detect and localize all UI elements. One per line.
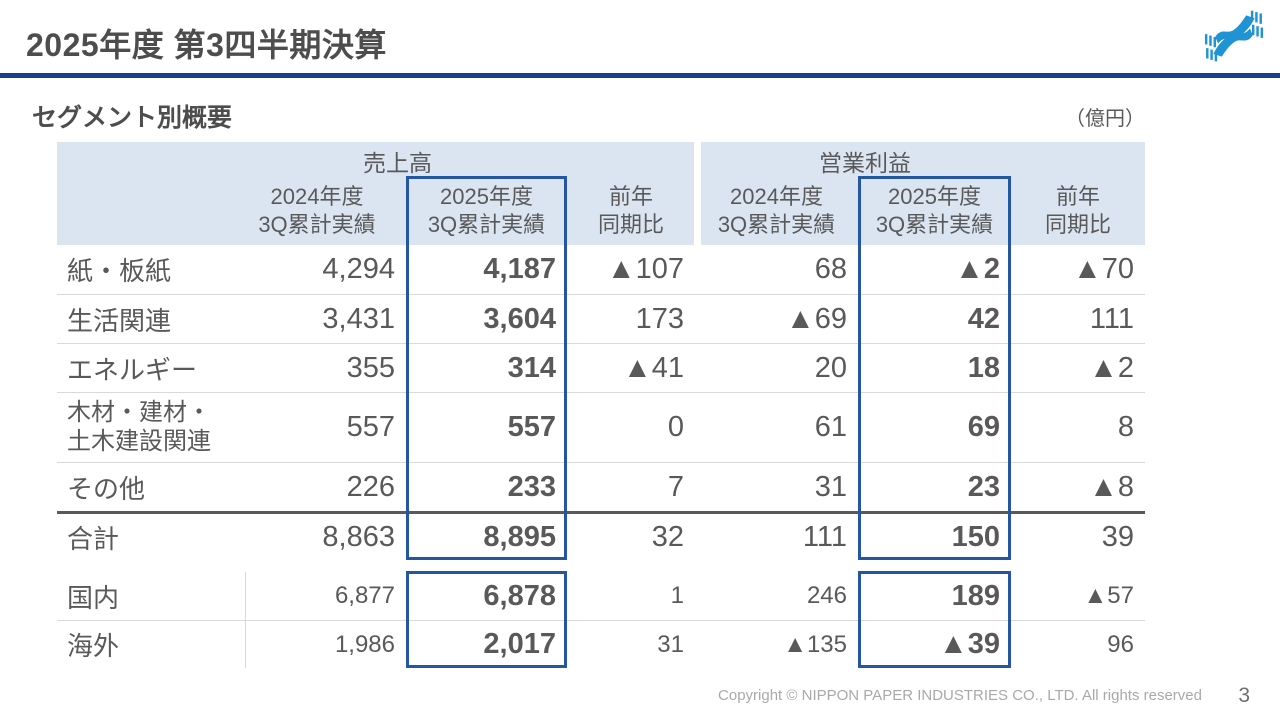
header-band-op [701,142,1145,245]
cell-op-2024: 61 [814,411,847,443]
cell-op-2025: 150 [951,520,1000,553]
cell-sales-yoy: 0 [667,411,684,443]
col-header-line: 2024年度 [270,183,364,209]
col-header-line: 3Q累計実績 [875,211,994,237]
cell-sales-2024: 4,294 [322,253,395,285]
table-row-total: 合計 8,863 8,895 32 111 150 39 [57,511,1145,560]
row-label: 紙・板紙 [67,256,172,286]
cell-op-2024: ▲69 [786,302,847,335]
row-label: 木材・建材・ 土木建設関連 [67,398,211,455]
table-row: 木材・建材・ 土木建設関連 557 557 0 61 69 8 [57,392,1145,462]
row-label: エネルギー [67,354,198,385]
copyright: Copyright © NIPPON PAPER INDUSTRIES CO.,… [718,687,1202,704]
cell-sales-2025: 6,878 [483,579,556,612]
col-header-line: 2025年度 [888,183,981,209]
cell-sales-yoy: 7 [667,470,684,503]
cell-op-2025: 42 [967,302,1000,335]
cell-op-yoy: 8 [1117,411,1134,443]
col-header-line: 2024年度 [730,183,823,209]
table-row: エネルギー 355 314 ▲41 20 18 ▲2 [57,343,1145,392]
table-row: 紙・板紙 4,294 4,187 ▲107 68 ▲2 ▲70 [57,245,1145,294]
col-header-op-yoy: 前年 同期比 [1011,176,1145,245]
cell-op-yoy: ▲8 [1089,470,1134,503]
cell-op-yoy: 39 [1101,520,1134,553]
cell-op-2025: 23 [967,470,1000,503]
cell-sales-2025: 2,017 [483,628,556,660]
col-header-line: 3Q累計実績 [427,211,546,237]
cell-sales-yoy: 173 [635,302,684,335]
cell-sales-yoy: ▲107 [606,253,684,285]
page-title: 2025年度 第3四半期決算 [26,27,387,63]
cell-sales-2024: 6,877 [334,582,395,609]
cell-op-2025: 69 [967,411,1000,443]
cell-op-2025: 18 [967,351,1000,384]
title-underline [0,73,1280,78]
row-label: 生活関連 [67,305,172,336]
group-header-sales: 売上高 [363,150,432,176]
col-header-line: 3Q累計実績 [258,211,376,237]
cell-sales-2024: 3,431 [322,302,395,335]
cell-sales-2024: 1,986 [334,630,395,658]
col-header-sales-2024: 2024年度 3Q累計実績 [228,176,406,245]
col-header-op-2024: 2024年度 3Q累計実績 [695,176,858,245]
cell-sales-yoy: ▲41 [623,351,684,384]
cell-sales-2025: 557 [507,411,556,443]
table-row: 海外 1,986 2,017 31 ▲135 ▲39 96 [57,620,1145,668]
cell-op-2024: 20 [814,351,847,384]
segment-rows: 紙・板紙 4,294 4,187 ▲107 68 ▲2 ▲70 生活関連 3,4… [57,245,1145,560]
section-title: セグメント別概要 [32,104,233,132]
col-header-line: 同期比 [1044,211,1111,237]
cell-sales-2024: 226 [346,470,395,503]
col-header-op-2025: 2025年度 3Q累計実績 [858,176,1011,245]
cell-op-2024: ▲135 [783,630,847,658]
cell-sales-yoy: 32 [651,520,684,553]
cell-op-yoy: ▲70 [1073,253,1134,285]
row-label: 国内 [67,582,120,613]
cell-sales-2025: 233 [507,470,556,503]
table-row: その他 226 233 7 31 23 ▲8 [57,462,1145,511]
col-header-line: 前年 [608,183,653,209]
page-number: 3 [1238,684,1250,707]
cell-op-2025: ▲39 [939,628,1000,660]
row-label: 合計 [67,523,120,554]
cell-op-yoy: ▲57 [1083,582,1134,609]
nippon-paper-logo [1204,10,1264,62]
col-header-line: 2025年度 [440,183,533,209]
col-header-sales-2025: 2025年度 3Q累計実績 [406,176,567,245]
cell-sales-2024: 557 [346,411,395,443]
header-band-sales [57,142,694,245]
cell-op-yoy: 96 [1107,630,1134,658]
segment-table: 売上高 営業利益 2024年度 3Q累計実績 2025年度 3Q累計実績 前年 … [57,142,1145,668]
row-label: その他 [67,473,146,504]
cell-op-yoy: 111 [1089,302,1134,335]
cell-sales-yoy: 1 [670,582,684,609]
cell-op-2024: 111 [802,520,847,553]
cell-op-2024: 31 [814,470,847,503]
cell-sales-2025: 3,604 [483,302,556,335]
col-header-line: 同期比 [597,211,664,237]
table-row: 国内 6,877 6,878 1 246 189 ▲57 [57,572,1145,620]
region-rows: 国内 6,877 6,878 1 246 189 ▲57 海外 1,986 2,… [57,572,1145,668]
col-header-line: 3Q累計実績 [717,211,836,237]
cell-op-2025: 189 [951,579,1000,612]
cell-sales-2024: 8,863 [322,520,395,553]
table-row: 生活関連 3,431 3,604 173 ▲69 42 111 [57,294,1145,343]
cell-sales-2024: 355 [346,351,395,384]
group-header-op: 営業利益 [819,150,911,176]
cell-sales-yoy: 31 [657,630,684,658]
col-header-line: 前年 [1055,183,1100,209]
cell-sales-2025: 314 [507,351,556,384]
cell-op-yoy: ▲2 [1089,351,1134,384]
cell-op-2025: ▲2 [955,253,1000,285]
col-header-sales-yoy: 前年 同期比 [567,176,695,245]
cell-sales-2025: 8,895 [483,520,556,553]
cell-sales-2025: 4,187 [483,253,556,285]
cell-op-2024: 246 [806,582,847,609]
unit-label: （億円） [1065,108,1145,130]
cell-op-2024: 68 [814,253,847,285]
row-label: 海外 [67,631,120,661]
